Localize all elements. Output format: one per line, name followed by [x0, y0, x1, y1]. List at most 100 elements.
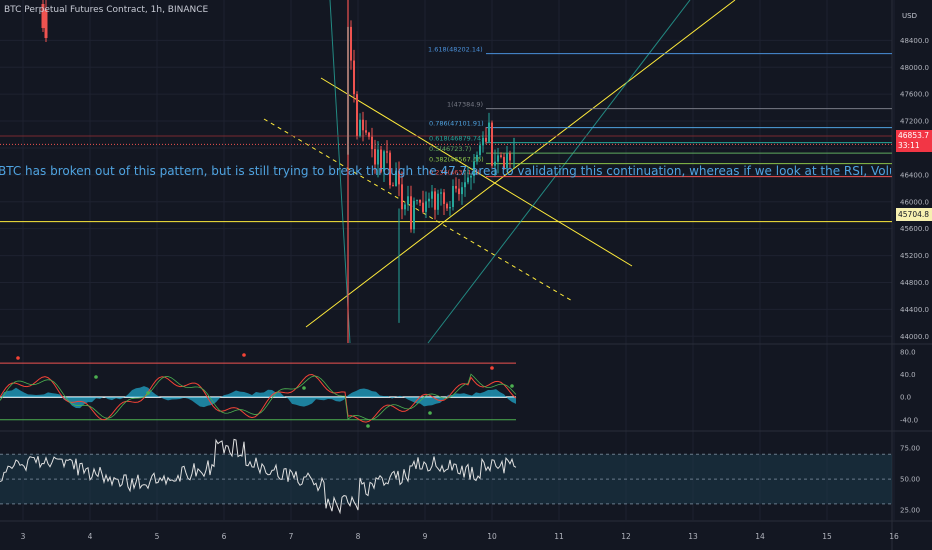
candle-body — [395, 170, 397, 187]
candle-body — [437, 193, 439, 210]
price-tick-label: 44400.0 — [900, 306, 929, 314]
teal-channel-line — [427, 0, 691, 344]
stoch-cross-marker — [146, 391, 150, 395]
rsi-pane — [0, 438, 892, 515]
stochastic-pane — [0, 353, 517, 428]
fib-level-label: 0.236(46374.5) — [429, 169, 480, 177]
time-tick-label: 8 — [356, 532, 361, 541]
candle-body — [494, 161, 496, 166]
stoch-tick-label: 40.0 — [900, 371, 916, 379]
stoch-cross-marker — [490, 366, 494, 370]
fibonacci-levels: 1.618(48202.14) 1(47384.9) 0.786(47101.91)… — [428, 46, 892, 178]
price-tick-label: 45200.0 — [900, 252, 929, 260]
candle-body — [359, 119, 361, 136]
candle-body — [401, 184, 403, 210]
annotation-text: BTC has broken out of this pattern, but … — [0, 164, 891, 178]
fib-level-label: 0.382(46567.66) — [429, 156, 484, 164]
candle-body — [431, 191, 433, 199]
candle-body — [482, 137, 484, 146]
stoch-tick-label: -40.0 — [900, 416, 918, 424]
stoch-cross-marker — [16, 356, 20, 360]
candle-body — [377, 149, 379, 165]
candle-body — [458, 188, 460, 195]
candle-body — [407, 196, 409, 205]
stoch-tick-label: 80.0 — [900, 348, 916, 356]
candle-body — [497, 155, 499, 162]
candle-body — [419, 199, 421, 203]
stoch-cross-marker — [428, 411, 432, 415]
fib-level-label: 0.5(46723.7) — [429, 145, 471, 153]
bar-countdown: 33:11 — [898, 141, 920, 150]
rsi-line — [0, 438, 517, 515]
candlestick-series — [41, 0, 515, 343]
candle-body — [434, 191, 436, 210]
candle-body — [476, 154, 478, 162]
time-tick-label: 13 — [688, 532, 698, 541]
time-tick-label: 3 — [21, 532, 26, 541]
stoch-cross-marker — [366, 424, 370, 428]
candle-body — [380, 149, 382, 172]
steep-teal-line — [329, 0, 351, 344]
candle-body — [485, 137, 487, 142]
candle-body — [410, 196, 412, 230]
candle-body — [452, 186, 454, 207]
candle-body — [461, 187, 463, 195]
stoch-cross-marker — [510, 384, 514, 388]
candle-body — [404, 204, 406, 210]
fib-level-label: 0.786(47101.91) — [429, 120, 484, 128]
chart-title: BTC Perpetual Futures Contract, 1h, BINA… — [4, 5, 209, 15]
time-tick-label: 5 — [155, 532, 160, 541]
candle-body — [368, 132, 370, 137]
rsi-tick-label: 25.00 — [900, 507, 920, 515]
price-tick-label: 47200.0 — [900, 118, 929, 126]
candle-body — [386, 151, 388, 153]
rsi-tick-label: 75.00 — [900, 445, 920, 453]
time-tick-label: 10 — [487, 532, 497, 541]
candle-body — [506, 153, 508, 169]
stoch-cross-marker — [242, 353, 246, 357]
grid-lines — [0, 0, 895, 520]
candle-body — [383, 151, 385, 172]
candle-body — [446, 203, 448, 209]
candle-body — [473, 161, 475, 176]
candle-body — [392, 185, 394, 187]
last-price-value: 46853.7 — [898, 131, 930, 140]
last-price-tag: 46853.7 33:11 — [896, 130, 932, 152]
candle-body — [479, 145, 481, 155]
candle-body — [443, 192, 445, 204]
time-tick-label: 6 — [222, 532, 227, 541]
time-tick-label: 16 — [889, 532, 899, 541]
fib-level-label: 1(47384.9) — [447, 101, 483, 109]
price-axis[interactable]: 48400.048000.047600.047200.046800.046400… — [900, 37, 929, 515]
candle-body — [350, 26, 352, 61]
candle-body — [356, 94, 358, 136]
stoch-histogram — [0, 386, 516, 409]
time-tick-label: 7 — [289, 532, 294, 541]
price-tick-label: 48400.0 — [900, 37, 929, 45]
price-tick-label: 48000.0 — [900, 64, 929, 72]
price-tick-label: 45600.0 — [900, 225, 929, 233]
candle-body — [425, 201, 427, 212]
candle-body — [428, 198, 430, 202]
time-axis[interactable]: 3 4 5 6 7 8 9 10 11 12 13 14 15 16 — [21, 532, 899, 541]
time-tick-label: 14 — [755, 532, 765, 541]
candle-body — [422, 202, 424, 212]
price-tick-label: 44000.0 — [900, 333, 929, 341]
fib-level-label: 1.618(48202.14) — [428, 46, 483, 54]
candle-body — [353, 60, 355, 95]
candle-body — [455, 186, 457, 189]
dashed-trendline — [263, 118, 575, 303]
currency-label: USD — [902, 12, 917, 20]
price-tick-label: 46400.0 — [900, 171, 929, 179]
time-tick-label: 15 — [822, 532, 832, 541]
candle-body — [470, 175, 472, 178]
candle-body — [41, 4, 45, 28]
candle-body — [488, 122, 490, 142]
candle-body — [449, 206, 451, 209]
price-tick-label: 47600.0 — [900, 91, 929, 99]
stoch-cross-marker — [302, 386, 306, 390]
candle-body — [365, 130, 367, 133]
candle-body — [416, 199, 418, 201]
candle-body — [413, 200, 415, 230]
